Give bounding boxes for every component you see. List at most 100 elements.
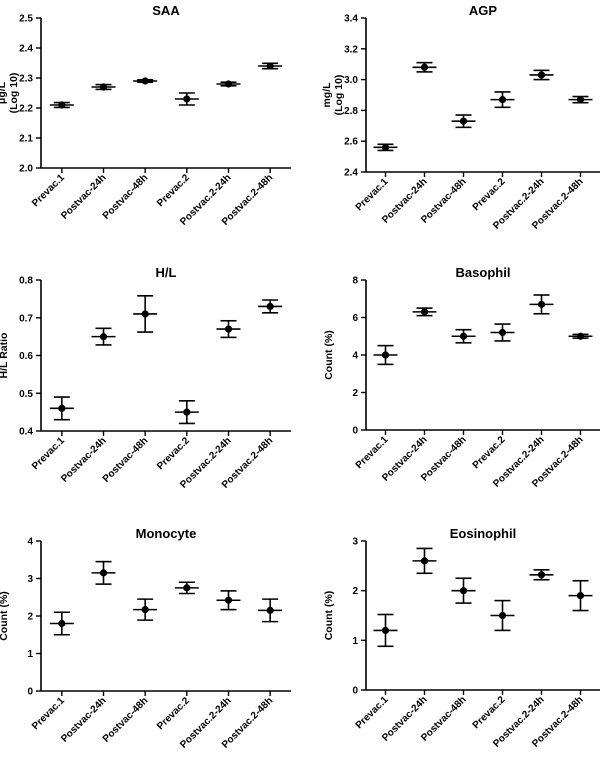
- chart-title: Monocyte: [136, 526, 197, 541]
- y-tick-label: 0.6: [19, 351, 33, 362]
- y-tick-label: 1: [352, 636, 358, 647]
- y-axis-label: Count (%): [323, 330, 335, 380]
- y-tick-label: 3: [27, 574, 33, 585]
- data-point: [224, 80, 233, 88]
- y-tick-label: 1: [27, 649, 33, 660]
- data-point: [576, 592, 585, 600]
- y-tick-label: 0.8: [19, 276, 33, 287]
- data-point: [576, 332, 585, 340]
- data-point: [381, 351, 390, 359]
- y-tick-label: 4: [27, 537, 33, 548]
- data-point: [537, 71, 546, 79]
- data-point: [266, 62, 274, 70]
- data-point: [224, 596, 233, 604]
- chart-title: AGP: [469, 3, 498, 18]
- y-axis-label: Count (%): [323, 591, 335, 641]
- data-point: [420, 557, 429, 565]
- y-tick-label: 2: [352, 388, 358, 399]
- data-point: [183, 584, 191, 592]
- chart-title: Basophil: [456, 265, 511, 280]
- y-tick-label: 2.8: [344, 106, 358, 117]
- y-tick-label: 0: [352, 686, 358, 697]
- y-tick-label: 2.3: [19, 74, 33, 85]
- data-point: [459, 332, 468, 340]
- chart-panel-saa: SAA μg/L(Log 10) 2.0 2.1 2.2 2.3 2.4 2.5 Prevac.…: [0, 3, 291, 228]
- chart-title: Eosinophil: [450, 526, 516, 541]
- data-point: [99, 569, 108, 577]
- x-tick-label: Prevac.2: [155, 172, 192, 209]
- x-tick-label: Prevac.2: [471, 694, 508, 731]
- data-point: [420, 308, 429, 316]
- x-tick-label: Prevac.1: [30, 435, 67, 472]
- y-tick-label: 3.4: [344, 14, 358, 25]
- data-point: [459, 587, 468, 595]
- chart-panel-h-l: H/L H/L Ratio 0.4 0.5 0.6 0.7 0.8 Prevac.1 Postv…: [0, 265, 291, 491]
- x-tick-label: Prevac.1: [354, 176, 391, 213]
- y-axis-label: Count (%): [0, 591, 10, 641]
- chart-panel-agp: AGP mg/L(Log 10) 2.4 2.6 2.8 3.0 3.2 3.4 Prevac.…: [321, 3, 600, 232]
- x-tick-label: Prevac.1: [354, 694, 391, 731]
- x-tick-label: Prevac.2: [155, 695, 192, 732]
- data-point: [266, 302, 274, 311]
- data-point: [420, 63, 429, 71]
- data-point: [266, 606, 274, 614]
- x-tick-label: Postvac-48h: [101, 435, 150, 484]
- data-point: [537, 571, 546, 579]
- y-tick-label: 8: [352, 276, 358, 287]
- data-point: [498, 611, 507, 620]
- data-point: [459, 117, 468, 125]
- data-point: [183, 95, 191, 103]
- data-point: [224, 325, 233, 333]
- y-tick-label: 2.5: [19, 14, 33, 25]
- y-tick-label: 0.5: [19, 389, 33, 400]
- x-tick-label: Prevac.2: [471, 434, 508, 471]
- y-tick-label: 4: [352, 351, 358, 362]
- y-tick-label: 2.1: [19, 134, 33, 145]
- data-point: [99, 83, 108, 91]
- y-tick-label: 2: [352, 586, 358, 597]
- data-point: [141, 606, 149, 614]
- y-axis-label: H/L Ratio: [0, 333, 10, 379]
- data-point: [498, 328, 507, 337]
- data-point: [183, 408, 191, 416]
- y-tick-label: 3: [352, 537, 358, 548]
- y-tick-label: 2.4: [344, 168, 358, 179]
- y-axis-label: μg/L(Log 10): [0, 73, 20, 114]
- x-tick-label: Postvac-48h: [101, 695, 150, 744]
- data-point: [141, 77, 149, 85]
- data-point: [58, 101, 66, 109]
- data-point: [381, 143, 390, 151]
- data-point: [576, 96, 585, 104]
- data-point: [58, 619, 66, 628]
- data-point: [498, 96, 507, 104]
- x-tick-label: Postvac-48h: [101, 172, 150, 221]
- y-tick-label: 2.6: [344, 137, 358, 148]
- y-axis-label: mg/L(Log 10): [321, 75, 345, 116]
- data-point: [99, 333, 108, 341]
- data-point: [58, 404, 66, 412]
- x-tick-label: Prevac.2: [471, 176, 508, 213]
- y-tick-label: 2.4: [19, 44, 33, 55]
- x-tick-label: Prevac.1: [30, 695, 67, 732]
- y-tick-label: 0.7: [19, 313, 33, 324]
- y-tick-label: 2.2: [19, 104, 33, 115]
- y-tick-label: 3.0: [344, 75, 358, 86]
- data-point: [537, 300, 546, 308]
- x-tick-label: Prevac.1: [30, 172, 67, 209]
- y-tick-label: 0: [27, 687, 33, 698]
- data-point: [381, 626, 390, 635]
- chart-title: SAA: [152, 3, 180, 18]
- x-tick-label: Prevac.1: [354, 434, 391, 471]
- data-point: [141, 310, 149, 318]
- y-tick-label: 0: [352, 426, 358, 437]
- y-tick-label: 2.0: [19, 164, 33, 175]
- y-tick-label: 2: [27, 612, 33, 623]
- y-tick-label: 0.4: [19, 427, 33, 438]
- y-tick-label: 3.2: [344, 44, 358, 55]
- y-tick-label: 6: [352, 313, 358, 324]
- chart-title: H/L: [156, 265, 177, 280]
